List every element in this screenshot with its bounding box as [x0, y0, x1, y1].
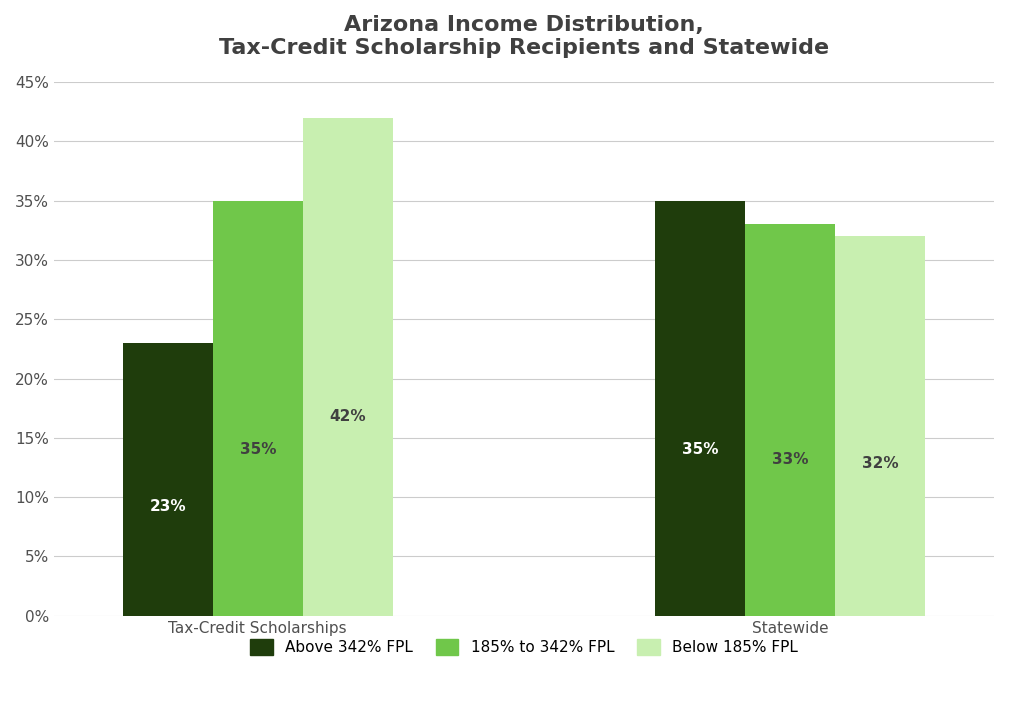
- Bar: [213, 201, 303, 616]
- Bar: [745, 225, 835, 616]
- Bar: [655, 201, 745, 616]
- Title: Arizona Income Distribution,
Tax-Credit Scholarship Recipients and Statewide: Arizona Income Distribution, Tax-Credit …: [219, 15, 829, 58]
- Bar: [835, 236, 925, 616]
- Legend: Above 342% FPL, 185% to 342% FPL, Below 185% FPL: Above 342% FPL, 185% to 342% FPL, Below …: [243, 633, 804, 661]
- Text: 35%: 35%: [682, 442, 718, 457]
- Text: 33%: 33%: [772, 452, 808, 466]
- Text: 35%: 35%: [239, 442, 276, 457]
- Text: 42%: 42%: [329, 409, 366, 424]
- Bar: [303, 118, 393, 616]
- Bar: [123, 343, 213, 616]
- Text: 23%: 23%: [149, 499, 187, 514]
- Text: 32%: 32%: [862, 456, 898, 471]
